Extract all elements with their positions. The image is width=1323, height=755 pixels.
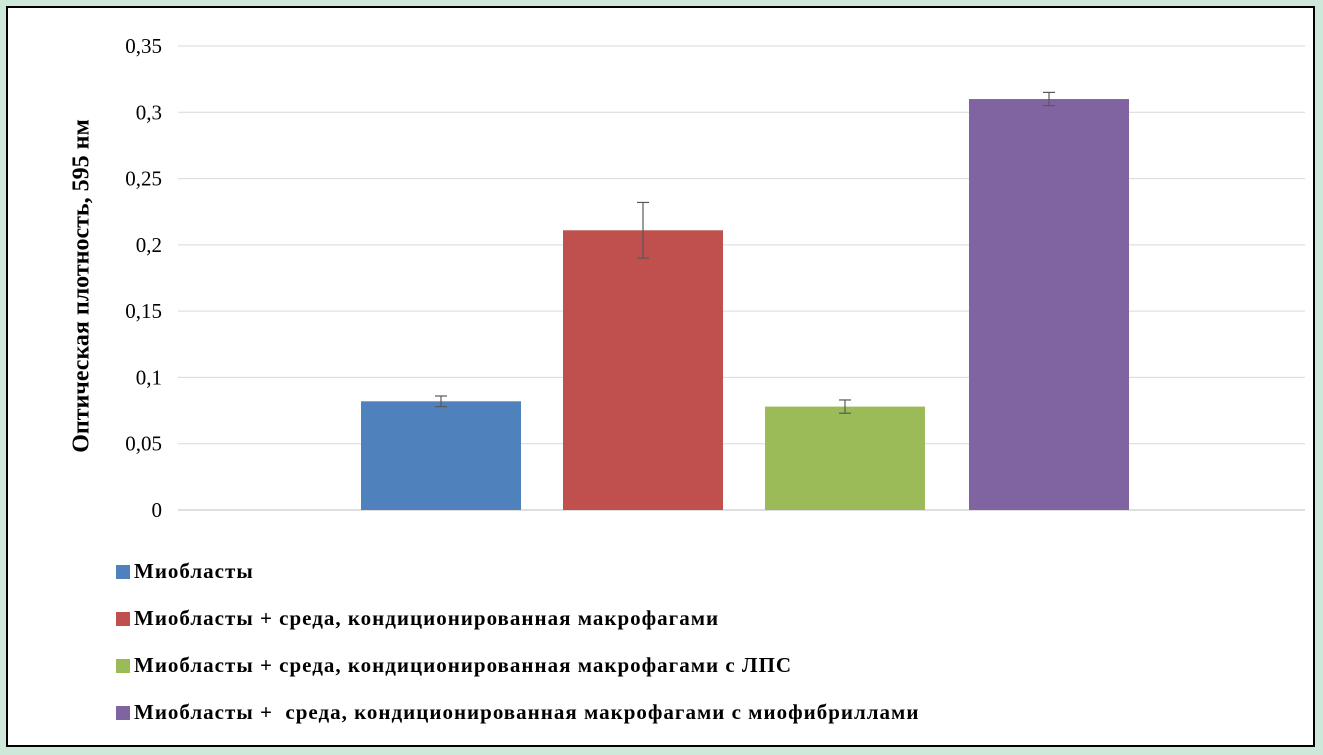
legend-swatch <box>116 705 130 720</box>
legend-swatch <box>116 564 130 579</box>
legend-item: Миобласты + среда, кондиционированная ма… <box>116 652 919 679</box>
error-bar <box>435 395 447 408</box>
bar <box>765 406 925 510</box>
legend-label: Миобласты + среда, кондиционированная ма… <box>134 700 920 724</box>
bars <box>361 99 1129 511</box>
legend-item: Миобласты + среда, кондиционированная ма… <box>116 699 919 726</box>
y-tick-label: 0,1 <box>136 365 162 389</box>
error-bar <box>637 201 649 259</box>
error-bars <box>435 91 1055 414</box>
bar <box>969 99 1129 511</box>
error-bar <box>1043 91 1055 107</box>
y-tick-label: 0,25 <box>125 167 162 191</box>
legend-swatch <box>116 658 130 673</box>
y-tick-label: 0,05 <box>125 432 162 456</box>
legend-item: Миобласты <box>116 558 919 585</box>
legend-label: Миобласты + среда, кондиционированная ма… <box>134 653 793 677</box>
bar <box>361 401 521 510</box>
legend: Миобласты Миобласты + среда, кондиционир… <box>116 558 919 746</box>
error-bar <box>839 399 851 414</box>
y-tick-label: 0,3 <box>136 100 162 124</box>
bar <box>563 230 723 510</box>
legend-label: Миобласты <box>134 559 254 583</box>
y-tick-label: 0,2 <box>136 233 162 257</box>
y-tick-label: 0 <box>152 498 163 522</box>
y-tick-label: 0,35 <box>125 34 162 58</box>
y-tick-label: 0,15 <box>125 299 162 323</box>
legend-label: Миобласты + среда, кондиционированная ма… <box>134 606 720 630</box>
legend-swatch <box>116 611 130 626</box>
legend-item: Миобласты + среда, кондиционированная ма… <box>116 605 919 632</box>
y-tick-labels: 0 0,05 0,1 0,15 0,2 0,25 0,3 0,35 <box>125 34 162 522</box>
gridlines <box>178 45 1305 511</box>
